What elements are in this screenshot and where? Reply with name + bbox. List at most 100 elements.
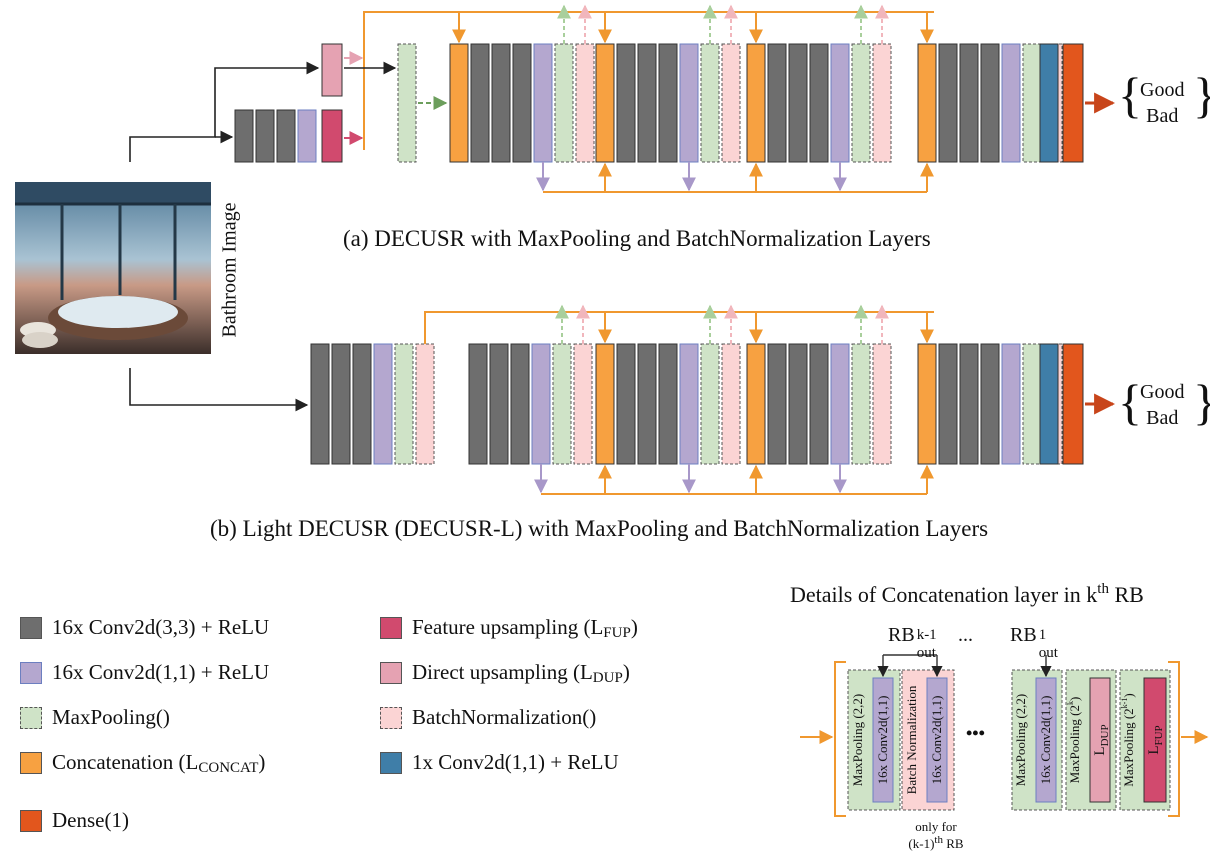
caption-a: (a) DECUSR with MaxPooling and BatchNorm… — [343, 226, 931, 251]
maxpool-2k-label: MaxPooling (2k) — [1066, 697, 1082, 784]
maxpool-block — [700, 343, 720, 465]
conv3-block — [468, 343, 488, 465]
output-bad: Bad — [1146, 105, 1179, 127]
conv3-block — [938, 343, 958, 465]
conv1-block — [872, 677, 894, 803]
legend-concat: Concatenation (L CONCAT) — [20, 750, 265, 776]
maxpool-block — [1022, 43, 1042, 163]
legend-conv1: 16x Conv2d(1,1) + ReLU — [20, 660, 269, 685]
conv1-block — [533, 43, 553, 163]
conv3-block — [980, 43, 1000, 163]
output-bad: Bad — [1146, 407, 1179, 429]
conv1-block — [1035, 677, 1057, 803]
conv3-block — [512, 43, 532, 163]
conv3-block — [331, 343, 351, 465]
conv3-block — [658, 343, 678, 465]
conv1-block — [926, 677, 948, 803]
conv3-block — [959, 43, 979, 163]
batchnorm-note: only for (k-1)th RB — [908, 819, 964, 851]
dup-block — [1089, 677, 1111, 803]
conv1x1-block — [1039, 43, 1059, 163]
concat-detail-diagram: MaxPooling (2,2) 16x Conv2d(1,1) Batch Nor… — [800, 654, 1209, 817]
maxpool-block — [397, 43, 417, 163]
lfup-label: LFUP — [1146, 725, 1165, 754]
conv3-block — [489, 343, 509, 465]
output-good: Good — [1140, 79, 1185, 101]
conv1-label: 16x Conv2d(1,1) — [929, 696, 944, 785]
maxpool-block — [552, 343, 572, 465]
detail-ellipsis: ••• — [966, 723, 985, 743]
concat-block — [449, 43, 469, 163]
input-connectors — [129, 61, 397, 412]
legend-swatch-batchnorm — [380, 706, 402, 729]
concat-block — [746, 343, 766, 465]
legend-swatch-dense — [20, 809, 42, 832]
maxpool-block — [394, 343, 414, 465]
maxpool-2-2-label: MaxPooling (2,2) — [1013, 694, 1028, 786]
fup-block — [321, 109, 343, 163]
conv1-block — [531, 343, 551, 465]
maxpool-block — [1022, 343, 1042, 465]
image-label: Bathroom Image — [218, 202, 241, 338]
conv3-block — [276, 109, 296, 163]
detail-title: Details of Concatenation layer in kth RB — [790, 581, 1144, 607]
batchnorm-block — [575, 43, 595, 163]
conv3-block — [616, 343, 636, 465]
legend-dup: Direct upsampling (L DUP) — [380, 660, 630, 686]
conv3-block — [980, 343, 1000, 465]
connector-line — [1168, 661, 1180, 817]
maxpool-2k-1-label: MaxPooling (2k-1) — [1120, 693, 1136, 786]
legend-batchnorm: BatchNormalization() — [380, 705, 596, 730]
conv1x1-block — [1039, 343, 1059, 465]
rb-out-1-label: RB 1 out — [1010, 624, 1058, 661]
connector-line — [834, 661, 846, 817]
conv3-block — [788, 343, 808, 465]
batchnorm-block — [573, 343, 593, 465]
conv3-block — [352, 343, 372, 465]
batchnorm-block — [721, 43, 741, 163]
concat-block — [746, 43, 766, 163]
concat-block — [595, 43, 615, 163]
conv1-block — [830, 343, 850, 465]
output-brace-open: { — [1118, 67, 1142, 123]
concat-block — [917, 343, 937, 465]
conv1-block — [679, 343, 699, 465]
conv3-block — [767, 343, 787, 465]
legend-swatch-conv1x1 — [380, 751, 402, 774]
conv3-block — [616, 43, 636, 163]
conv3-block — [234, 109, 254, 163]
output-brace-close: } — [1193, 70, 1210, 120]
legend-fup: Feature upsampling (L FUP) — [380, 615, 638, 641]
connector-line — [363, 11, 934, 150]
conv1-block — [679, 43, 699, 163]
conv3-block — [255, 109, 275, 163]
conv1-block — [1001, 343, 1021, 465]
conv3-block — [809, 43, 829, 163]
rb-out-k-1-label: RB k-1 out — [888, 624, 937, 661]
batchnorm-block — [721, 343, 741, 465]
conv3-block — [767, 43, 787, 163]
legend-swatch-maxpool — [20, 706, 42, 729]
dup-block — [321, 43, 343, 97]
conv3-block — [637, 343, 657, 465]
conv1-block — [1001, 43, 1021, 163]
legend-maxpool: MaxPooling() — [20, 705, 170, 730]
output-brace-open: { — [1118, 374, 1142, 430]
conv1-block — [297, 109, 317, 163]
conv3-block — [310, 343, 330, 465]
maxpool-2-2-label: MaxPooling (2,2) — [850, 694, 865, 786]
legend-swatch-conv3 — [20, 616, 42, 639]
conv3-block — [470, 43, 490, 163]
conv1-label: 16x Conv2d(1,1) — [875, 696, 890, 785]
legend-swatch-fup — [380, 616, 402, 639]
fup-block — [1143, 677, 1167, 803]
conv3-block — [510, 343, 530, 465]
legend-swatch-concat — [20, 751, 42, 774]
conv3-block — [959, 343, 979, 465]
maxpool-block — [851, 343, 871, 465]
conv3-block — [658, 43, 678, 163]
legend-dense: Dense(1) — [20, 808, 129, 833]
conv3-block — [938, 43, 958, 163]
maxpool-block — [700, 43, 720, 163]
